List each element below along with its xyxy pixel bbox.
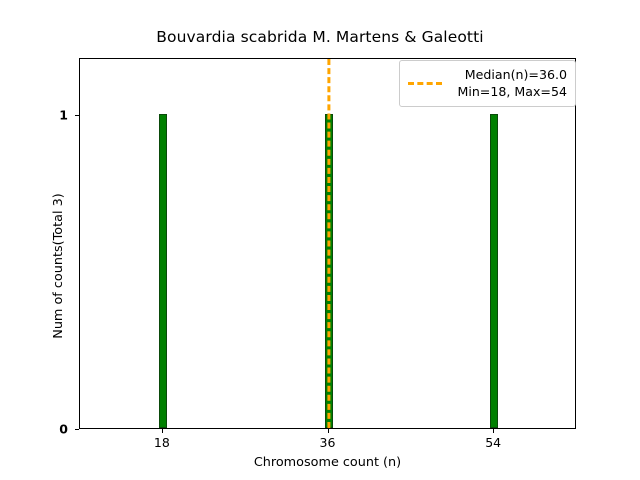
x-tick-label: 18: [153, 435, 170, 450]
legend-entry: Median(n)=36.0 Min=18, Max=54: [408, 67, 567, 100]
legend-minmax-label: Min=18, Max=54: [457, 83, 567, 99]
legend-median-label: Median(n)=36.0: [464, 67, 567, 82]
x-tick: [161, 429, 163, 433]
plot-inner: [80, 59, 575, 428]
y-tick-label: 0: [59, 421, 68, 437]
y-axis-label-line2: (Total 3): [50, 193, 66, 246]
y-tick: [75, 114, 79, 116]
legend-entry-texts: Median(n)=36.0 Min=18, Max=54: [450, 67, 567, 100]
x-tick-label: 54: [485, 435, 502, 450]
page-title: Bouvardia scabrida M. Martens & Galeotti: [156, 28, 484, 46]
bar: [158, 113, 167, 428]
x-tick-label: 36: [319, 435, 336, 450]
y-tick: [75, 429, 79, 430]
dashed-line-icon: [408, 82, 442, 86]
y-axis-label: (Total 3) Num of counts: [22, 0, 66, 480]
plot-area: [79, 58, 576, 429]
x-tick: [493, 429, 495, 433]
y-tick-label: 1: [59, 107, 68, 123]
x-axis-label: Chromosome count (n): [253, 455, 402, 470]
y-axis-label-line1: Num of counts: [50, 245, 66, 339]
chart-legend: Median(n)=36.0 Min=18, Max=54: [399, 60, 576, 108]
x-tick: [327, 429, 329, 433]
median-line: [326, 59, 330, 428]
bar: [490, 113, 499, 428]
